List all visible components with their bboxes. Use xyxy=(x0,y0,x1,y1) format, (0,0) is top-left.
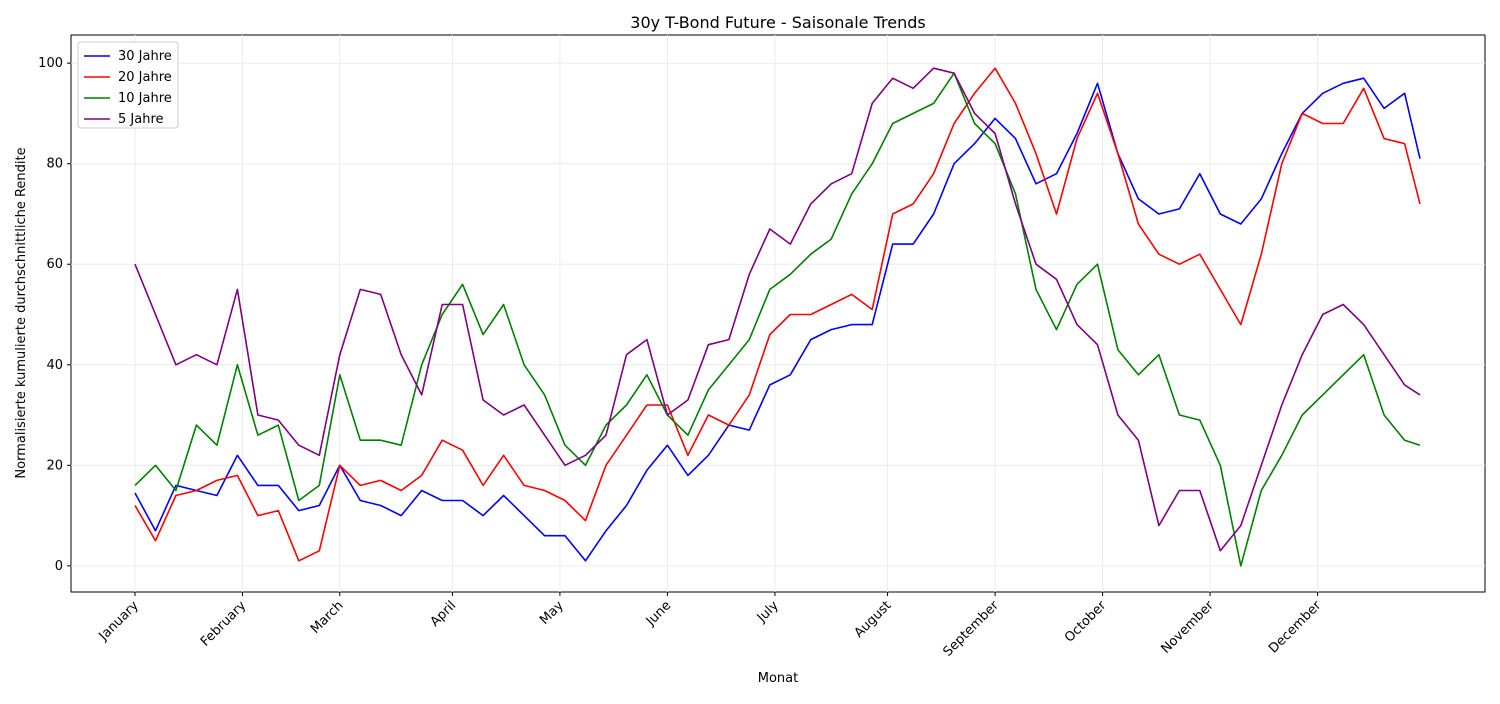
series-line xyxy=(134,67,1421,552)
x-tick-label: July xyxy=(754,598,782,626)
x-axis-label: Monat xyxy=(758,671,798,686)
y-tick-label: 20 xyxy=(46,458,63,473)
series-line xyxy=(134,72,1421,567)
x-tick-label: January xyxy=(96,598,142,644)
x-tick-label: September xyxy=(940,598,1002,660)
x-tick-label: April xyxy=(428,598,460,630)
y-tick-label: 40 xyxy=(46,358,63,373)
x-tick-label: November xyxy=(1158,598,1217,657)
legend-label: 30 Jahre xyxy=(118,49,172,64)
chart-title: 30y T-Bond Future - Saisonale Trends xyxy=(630,13,925,32)
x-tick-label: August xyxy=(852,598,895,641)
y-tick-label: 60 xyxy=(46,257,63,272)
legend-label: 10 Jahre xyxy=(118,91,172,106)
legend-label: 20 Jahre xyxy=(118,70,172,85)
x-tick-label: December xyxy=(1266,598,1325,657)
y-tick-label: 0 xyxy=(55,559,63,574)
y-axis-label: Normalisierte kumulierte durchschnittlic… xyxy=(14,147,29,478)
y-tick-label: 80 xyxy=(46,157,63,172)
plot-frame xyxy=(70,34,1486,593)
series-line xyxy=(134,67,1421,562)
x-tick-label: June xyxy=(643,598,674,629)
legend-box xyxy=(77,41,179,129)
x-tick-label: October xyxy=(1062,598,1110,646)
legend-label: 5 Jahre xyxy=(118,112,164,127)
x-tick-label: February xyxy=(198,598,250,650)
y-tick-label: 100 xyxy=(38,56,63,71)
x-tick-label: March xyxy=(308,598,347,637)
x-tick-label: May xyxy=(537,598,567,628)
series-line xyxy=(134,77,1421,562)
